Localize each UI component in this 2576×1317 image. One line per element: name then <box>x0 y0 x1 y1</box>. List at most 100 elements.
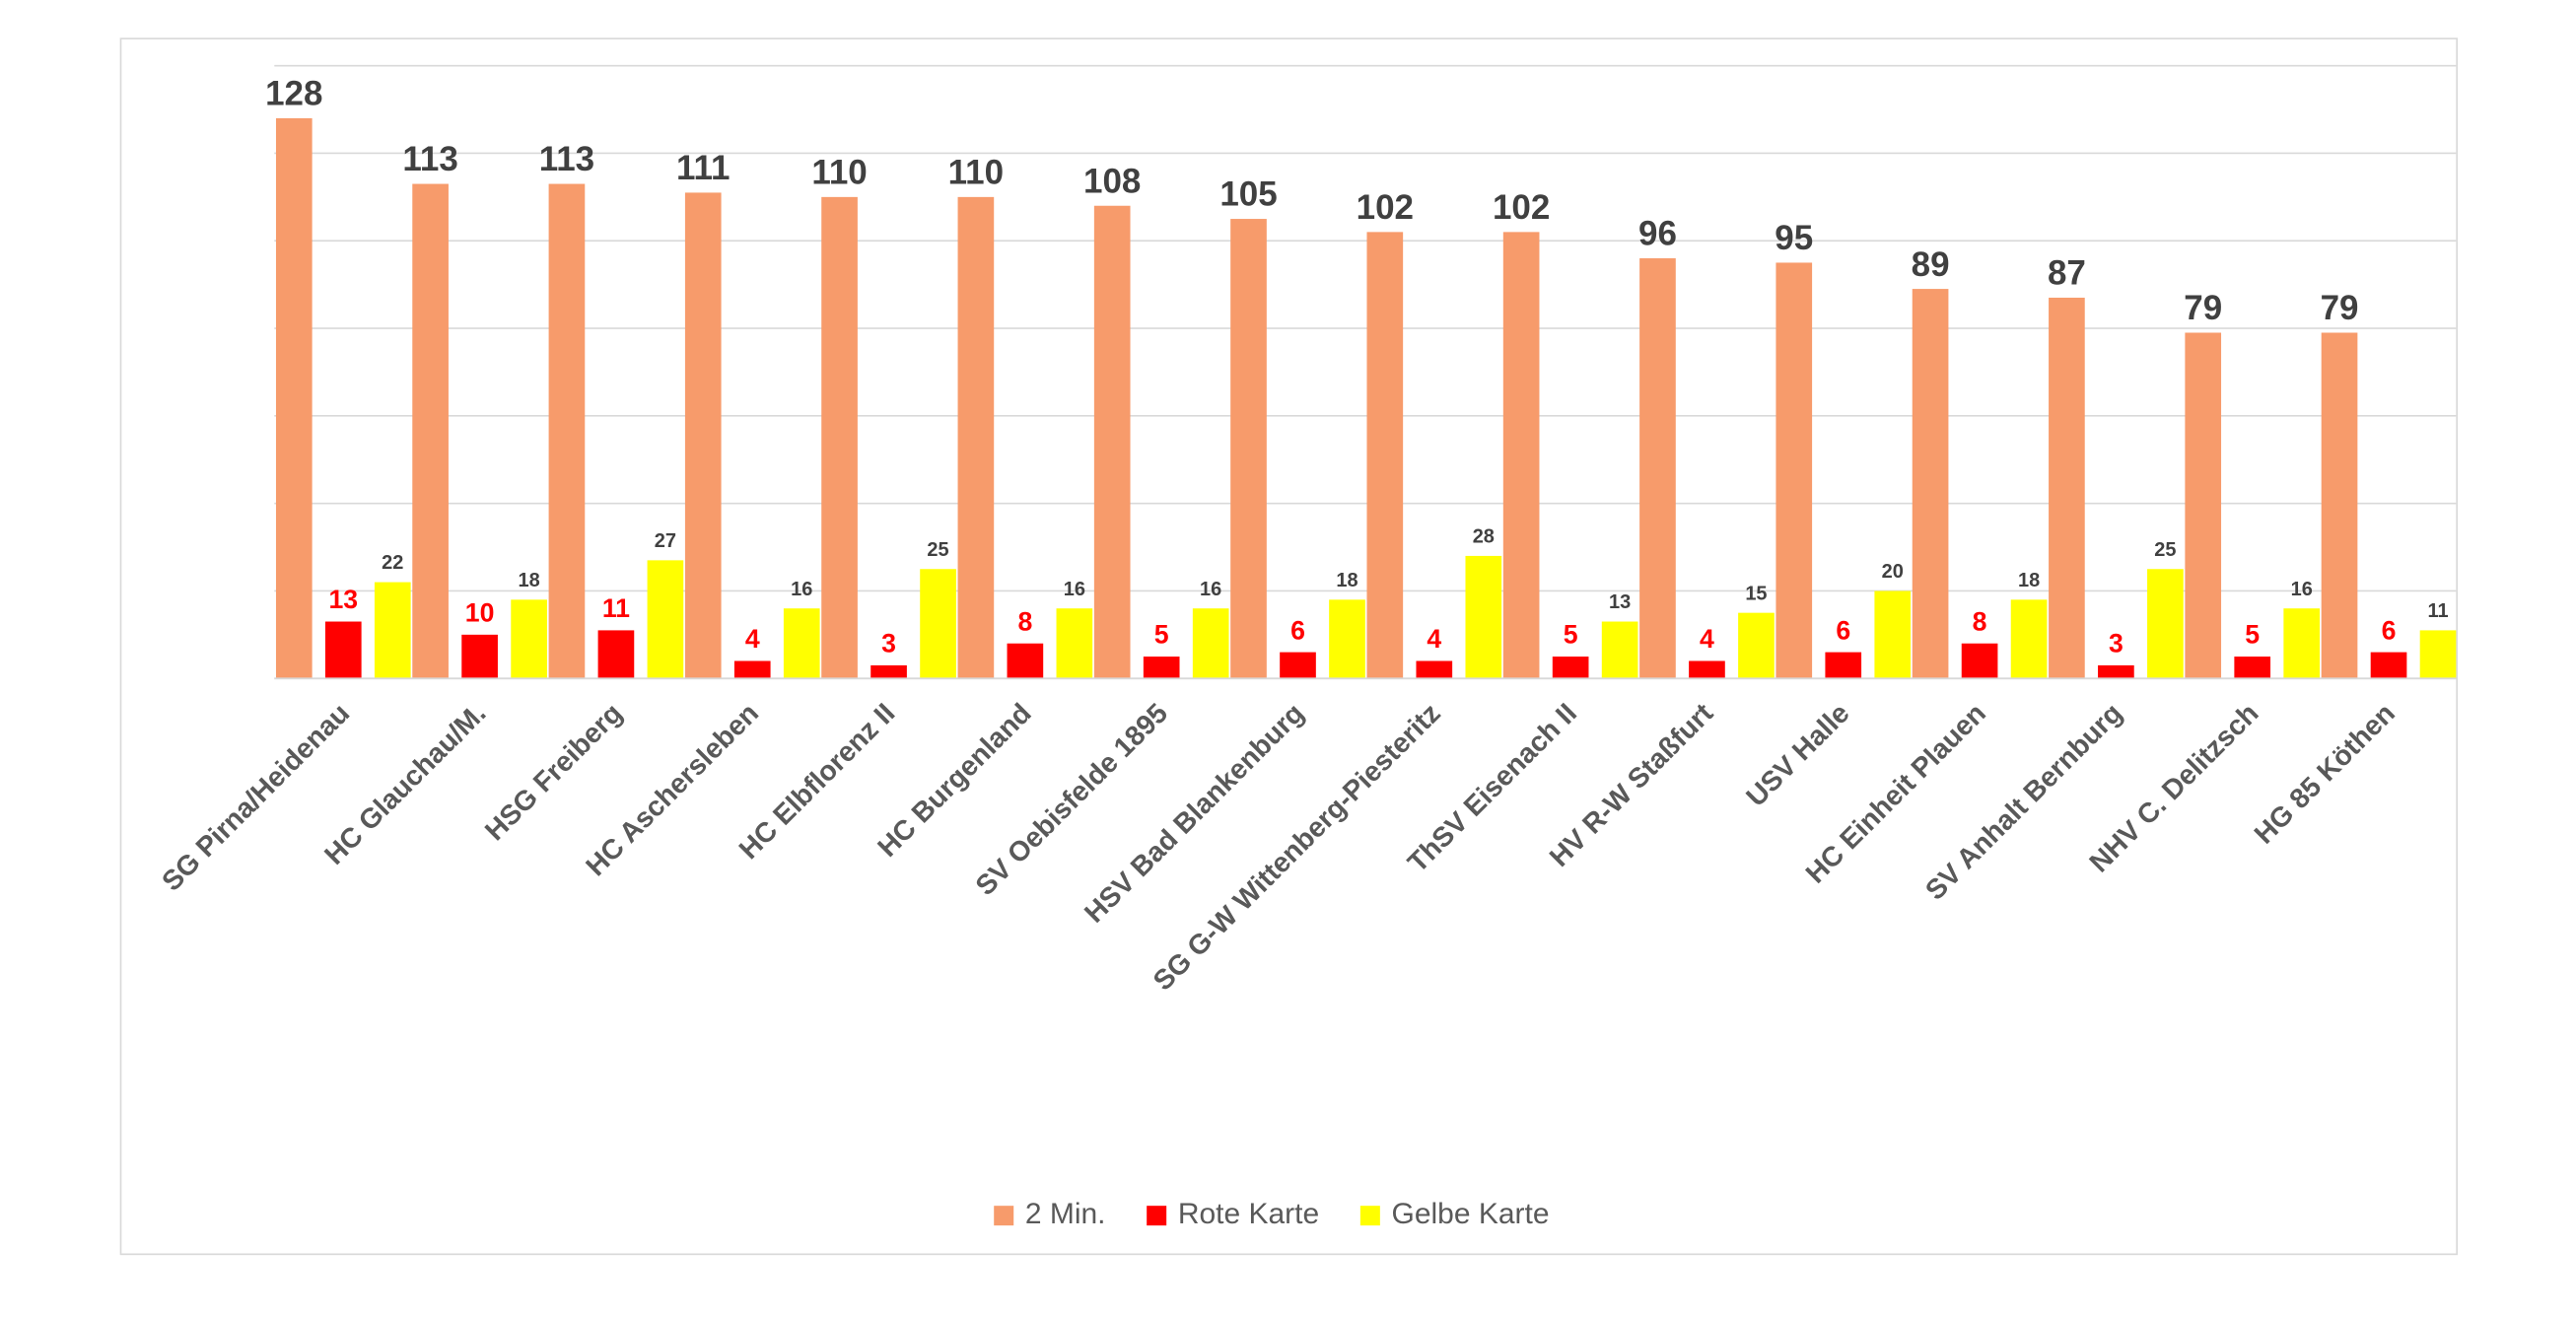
data-label: 20 <box>1882 561 1904 583</box>
bar <box>821 196 858 679</box>
bar <box>1007 643 1044 679</box>
bar <box>1825 652 1862 679</box>
legend-swatch <box>994 1206 1014 1226</box>
data-label: 11 <box>602 593 630 623</box>
data-label: 110 <box>948 154 1004 192</box>
data-label: 95 <box>1775 219 1813 257</box>
bar <box>324 621 362 679</box>
bar <box>2147 569 2184 679</box>
data-label: 3 <box>881 629 896 658</box>
bar <box>2283 608 2321 679</box>
data-label: 105 <box>1219 175 1277 214</box>
data-label: 5 <box>1154 620 1169 650</box>
bar <box>1366 232 1404 679</box>
bar <box>1912 289 1949 679</box>
legend-label: 2 Min. <box>1025 1198 1106 1230</box>
data-label: 22 <box>382 552 403 574</box>
data-label: 6 <box>2382 615 2397 645</box>
data-label: 87 <box>2048 254 2086 293</box>
bar <box>684 192 722 679</box>
bar <box>1280 652 1316 679</box>
bar <box>1775 262 1813 679</box>
data-label: 16 <box>791 579 812 600</box>
data-label: 111 <box>676 149 731 187</box>
data-label: 8 <box>1017 606 1032 636</box>
bar <box>1502 232 1540 679</box>
bar <box>1874 590 1912 679</box>
data-label: 89 <box>1912 245 1950 284</box>
bar <box>1465 555 1502 679</box>
data-label: 79 <box>2184 289 2222 327</box>
data-label: 113 <box>402 140 457 178</box>
bar <box>1093 205 1131 679</box>
data-label: 102 <box>1493 188 1550 227</box>
bar <box>461 634 498 679</box>
bar <box>870 664 907 679</box>
data-label: 110 <box>811 154 867 192</box>
data-label: 11 <box>2427 600 2448 622</box>
bar <box>1230 219 1267 679</box>
data-label: 16 <box>2291 579 2313 600</box>
legend-swatch <box>1147 1206 1167 1226</box>
bar <box>2321 332 2358 679</box>
legend-swatch <box>1359 1206 1380 1226</box>
data-label: 4 <box>745 624 760 654</box>
data-label: 16 <box>1200 579 1221 600</box>
data-label: 16 <box>1064 579 1085 600</box>
legend-label: Rote Karte <box>1178 1198 1319 1230</box>
data-label: 8 <box>1973 606 1987 636</box>
bar <box>733 660 771 679</box>
data-label: 5 <box>2245 620 2260 650</box>
data-label: 15 <box>1745 583 1767 604</box>
data-label: 18 <box>518 570 539 591</box>
bar <box>1639 258 1676 679</box>
data-label: 108 <box>1083 162 1141 200</box>
data-label: 10 <box>465 598 495 628</box>
data-label: 6 <box>1290 615 1305 645</box>
data-label: 4 <box>1700 624 1714 654</box>
data-label: 18 <box>2018 570 2040 591</box>
data-label: 25 <box>2154 539 2176 561</box>
bar <box>1552 657 1589 679</box>
legend-label: Gelbe Karte <box>1392 1198 1550 1230</box>
bar <box>957 196 995 679</box>
bar <box>1329 599 1365 679</box>
bar <box>374 582 411 679</box>
data-label: 96 <box>1638 215 1677 253</box>
data-label: 5 <box>1564 620 1578 650</box>
bar <box>1416 660 1453 679</box>
bar <box>2419 630 2457 679</box>
data-label: 128 <box>265 75 322 113</box>
data-label: 13 <box>1609 591 1631 613</box>
bar <box>2185 332 2222 679</box>
bar <box>275 117 313 679</box>
bar <box>647 560 684 679</box>
data-label: 102 <box>1357 188 1414 227</box>
bar <box>2049 297 2085 679</box>
data-label: 3 <box>2109 629 2123 658</box>
bar <box>1192 608 1229 679</box>
data-label: 79 <box>2321 289 2359 327</box>
data-label: 18 <box>1336 570 1358 591</box>
bar <box>597 630 635 679</box>
bar <box>2234 657 2271 679</box>
data-label: 25 <box>927 539 948 561</box>
bar <box>920 569 956 679</box>
data-label: 6 <box>1836 615 1850 645</box>
bar <box>1601 621 1638 679</box>
bar <box>2098 664 2134 679</box>
bar <box>1738 612 1775 679</box>
data-label: 13 <box>328 585 358 614</box>
bar <box>1689 660 1725 679</box>
data-label: 27 <box>655 530 676 552</box>
bar <box>2010 599 2048 679</box>
bar <box>1143 657 1180 679</box>
bar <box>1961 643 1998 679</box>
bar <box>2370 652 2407 679</box>
data-label: 113 <box>539 140 594 178</box>
data-label: 28 <box>1473 526 1495 548</box>
data-label: 4 <box>1427 624 1441 654</box>
bar <box>412 183 449 679</box>
